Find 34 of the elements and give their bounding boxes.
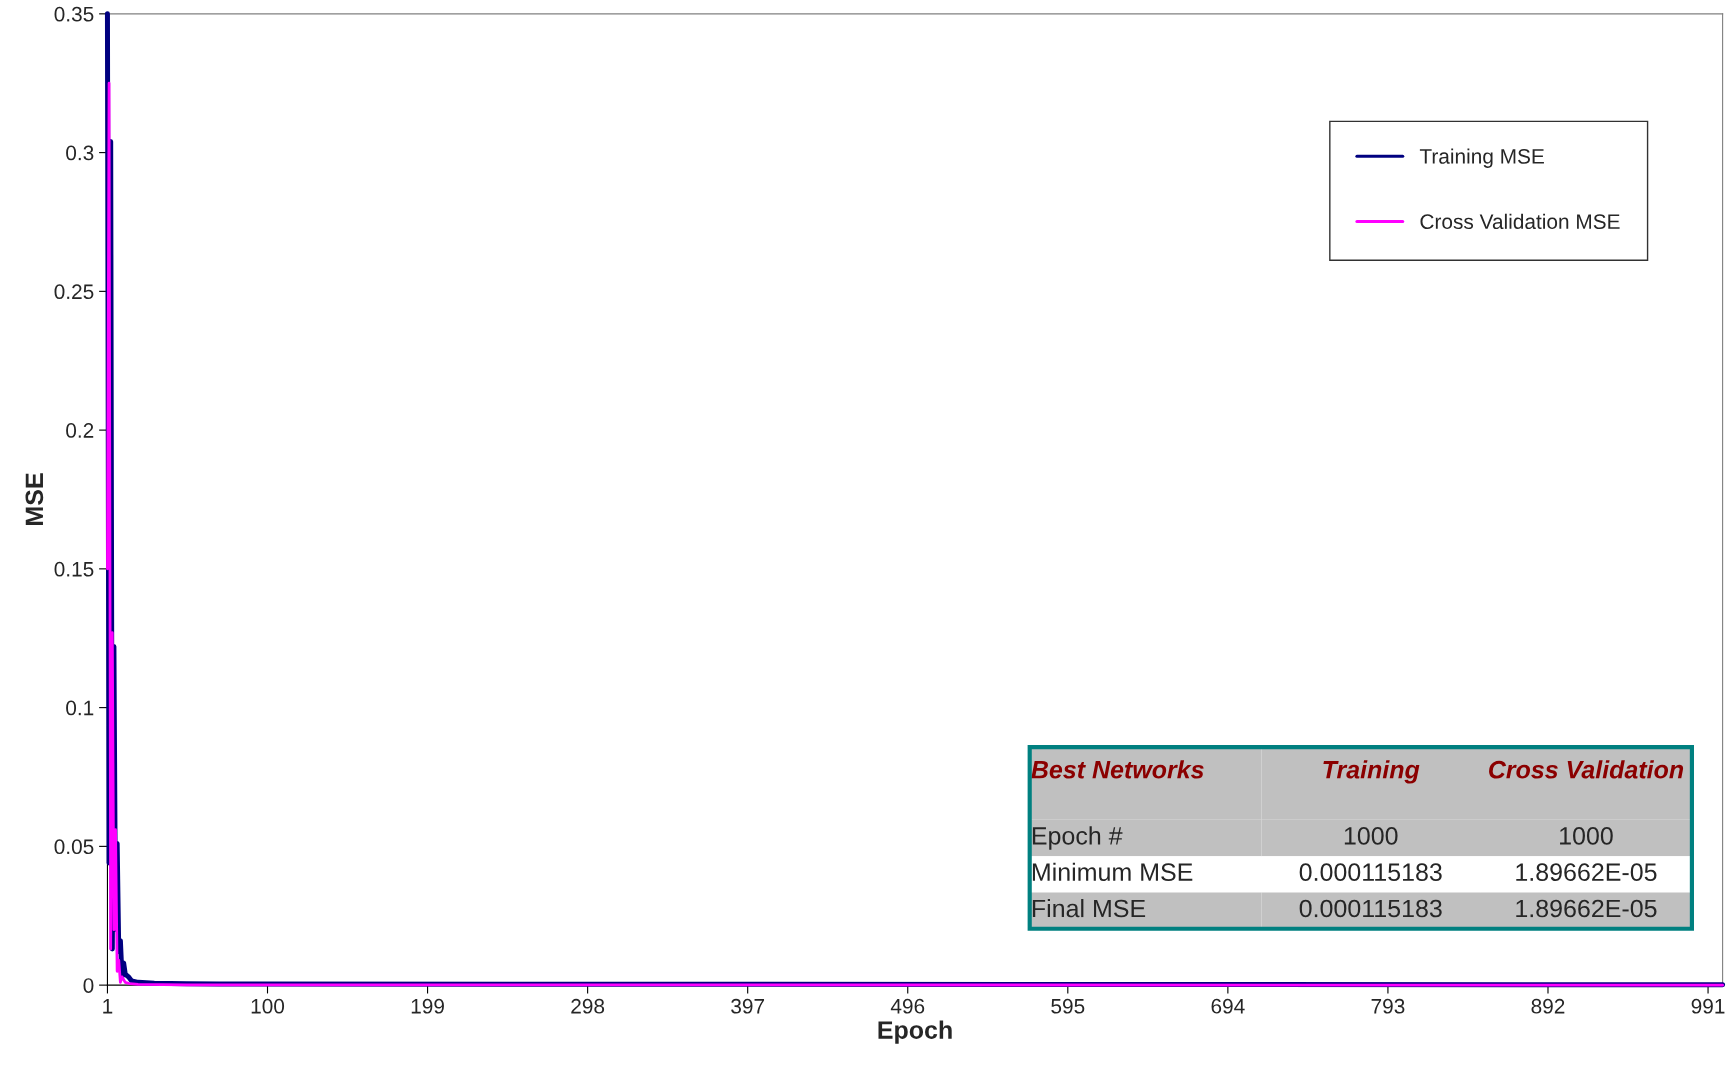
y-tick-label: 0.3 bbox=[66, 145, 94, 161]
annotation: 1.89662E-05 bbox=[1516, 863, 1657, 882]
x-tick-label: 199 bbox=[411, 998, 444, 1014]
x-tick-label: 397 bbox=[731, 998, 765, 1014]
x-tick-label: 793 bbox=[1371, 998, 1405, 1014]
x-tick-label: 595 bbox=[1051, 998, 1085, 1014]
x-tick-label: 694 bbox=[1211, 998, 1245, 1014]
legend-label: Training MSE bbox=[1419, 148, 1544, 168]
annotation: Cross Validation bbox=[1489, 760, 1684, 779]
annotation: 0.000115183 bbox=[1299, 899, 1442, 918]
x-tick-label: 298 bbox=[571, 998, 605, 1014]
y-tick-label: 0.35 bbox=[54, 6, 94, 22]
annotation: 1000 bbox=[1344, 826, 1398, 845]
annotation: 0.000115183 bbox=[1299, 863, 1442, 882]
y-tick-label: 0.25 bbox=[54, 284, 94, 300]
annotation: Training bbox=[1323, 760, 1420, 784]
annotation: Final MSE bbox=[1032, 898, 1146, 918]
y-axis-title: MSE bbox=[25, 473, 44, 525]
annotation: 1000 bbox=[1560, 826, 1613, 845]
x-tick-label: 496 bbox=[890, 998, 925, 1014]
annotation: Epoch # bbox=[1032, 826, 1123, 850]
y-tick-label: 0.2 bbox=[66, 423, 94, 438]
y-tick-label: 0.05 bbox=[54, 839, 94, 855]
x-tick-label: 991 bbox=[1691, 998, 1725, 1014]
x-tick-label: 100 bbox=[251, 998, 285, 1014]
x-tick-label: 1 bbox=[103, 999, 113, 1014]
x-axis-title: Epoch bbox=[878, 1020, 952, 1044]
annotation: 1.89662E-05 bbox=[1516, 899, 1657, 918]
y-tick-label: 0.15 bbox=[54, 561, 94, 577]
y-tick-label: 0 bbox=[83, 978, 94, 993]
y-tick-label: 0.1 bbox=[66, 700, 94, 716]
x-tick-label: 892 bbox=[1531, 998, 1565, 1014]
legend-label: Cross Validation MSE bbox=[1420, 213, 1620, 230]
annotation: Minimum MSE bbox=[1032, 862, 1193, 882]
